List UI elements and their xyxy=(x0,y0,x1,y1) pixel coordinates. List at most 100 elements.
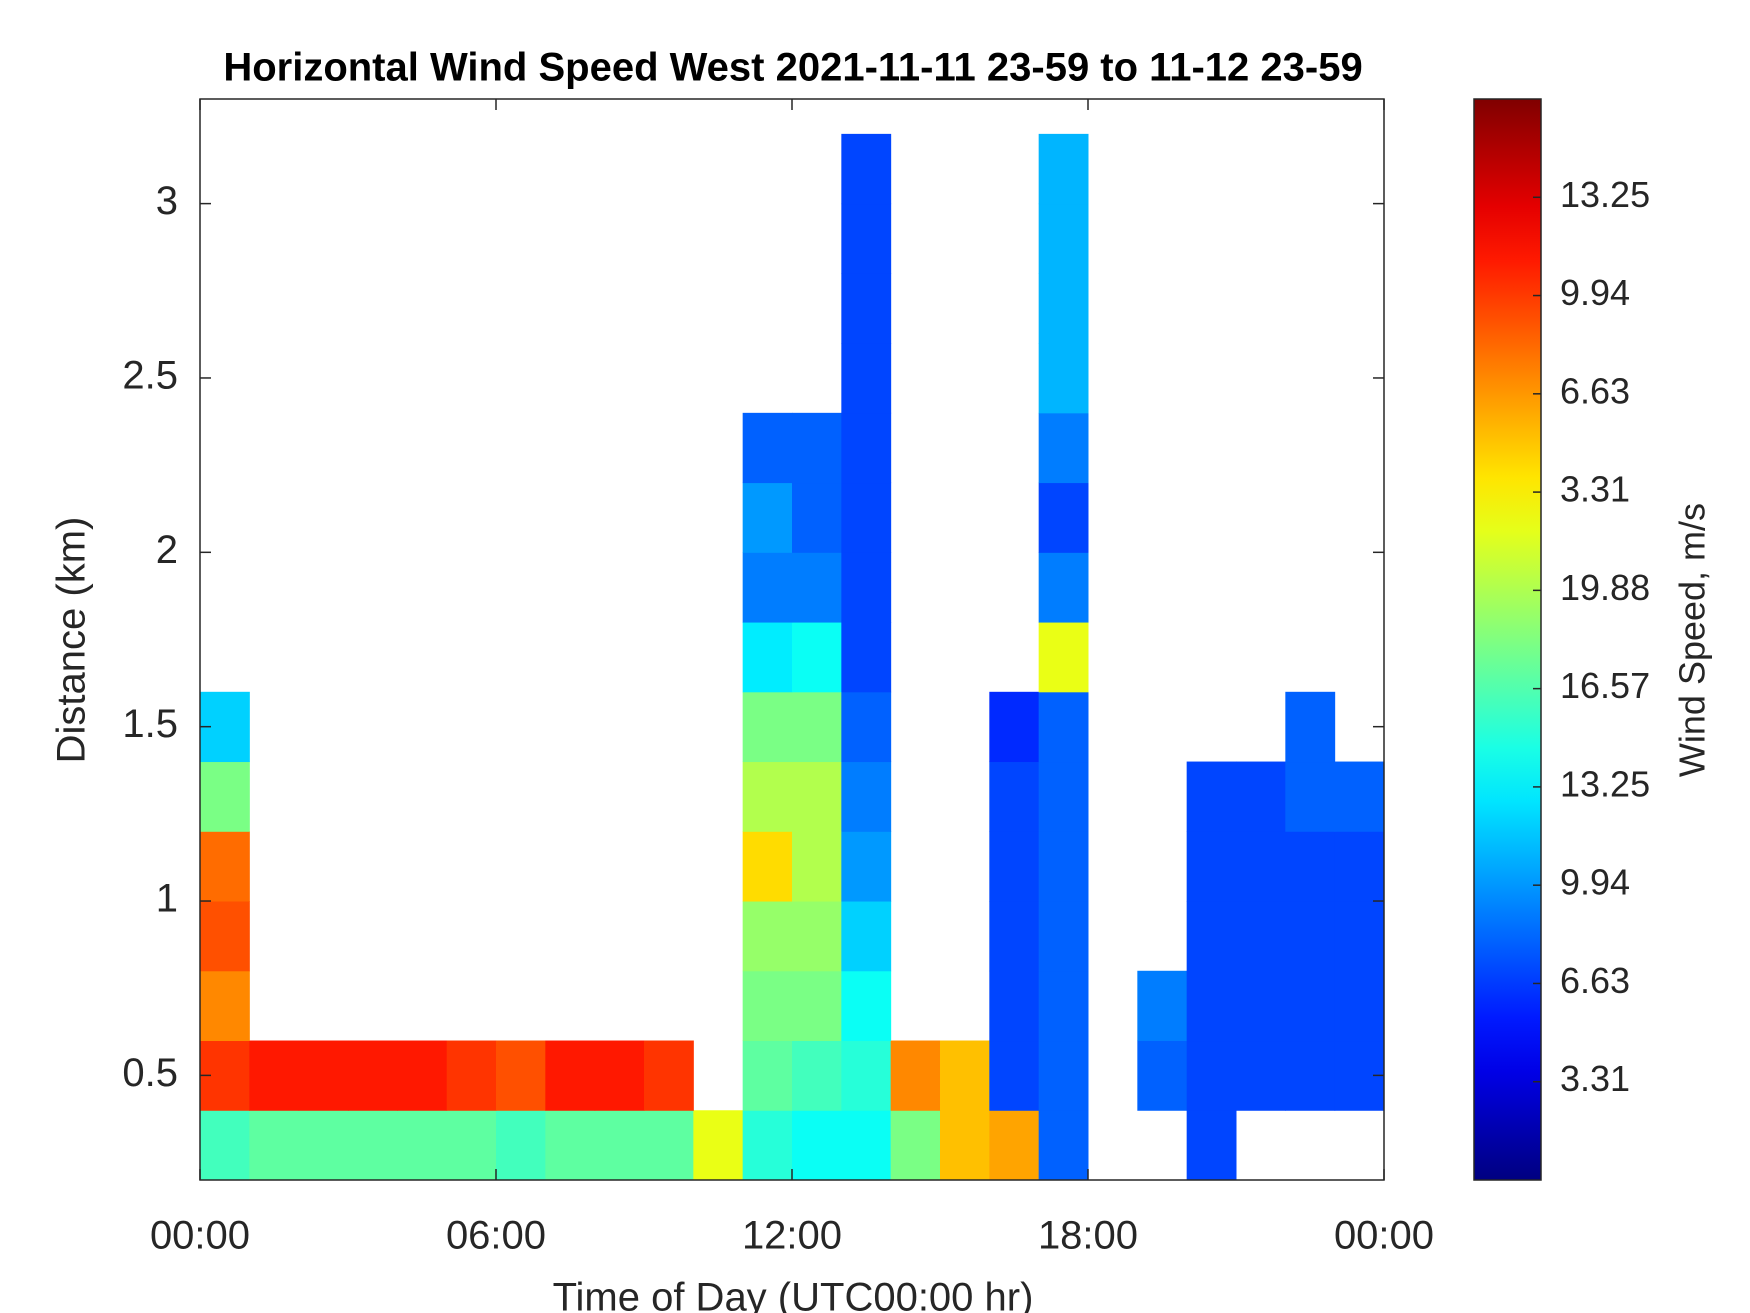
x-tick-label: 12:00 xyxy=(742,1214,842,1258)
heat-cell xyxy=(841,970,892,1042)
heat-cell xyxy=(989,901,1040,972)
x-tick-label: 00:00 xyxy=(150,1214,250,1258)
heat-cell xyxy=(1038,1110,1089,1180)
heat-cell xyxy=(841,273,892,344)
heat-cell xyxy=(200,761,250,832)
heat-cell xyxy=(1334,831,1384,902)
heat-cell xyxy=(496,1040,546,1111)
heat-cell xyxy=(1038,622,1089,693)
colorbar-tick-label: 9.94 xyxy=(1560,862,1630,903)
heat-cell xyxy=(496,1110,546,1180)
heat-cell xyxy=(1236,970,1286,1042)
heat-cell xyxy=(841,343,892,414)
heat-cell xyxy=(841,133,892,205)
heat-cell xyxy=(644,1040,694,1111)
heat-cell xyxy=(644,1110,694,1180)
heat-cell xyxy=(545,1040,596,1111)
heat-cell xyxy=(1236,831,1286,902)
y-tick-label: 1 xyxy=(156,877,178,921)
colorbar-tick-label: 19.88 xyxy=(1560,567,1650,608)
heat-cell xyxy=(742,482,793,553)
colorbar-tick-label: 6.63 xyxy=(1560,370,1630,411)
heat-cell xyxy=(1038,901,1089,972)
heat-cell xyxy=(1038,343,1089,414)
heat-cell xyxy=(841,203,892,274)
heat-cell xyxy=(1038,691,1089,763)
heatmap xyxy=(200,133,1384,1180)
heat-cell xyxy=(841,691,892,763)
heat-cell xyxy=(1038,831,1089,902)
heat-cell xyxy=(1038,970,1089,1042)
heat-cell xyxy=(792,691,842,763)
heat-cell xyxy=(742,412,793,484)
colorbar-tick-label: 6.63 xyxy=(1560,960,1630,1001)
heat-cell xyxy=(348,1040,398,1111)
colorbar-tick-label: 13.25 xyxy=(1560,763,1650,804)
heat-cell xyxy=(1285,1040,1336,1111)
heat-cell xyxy=(545,1110,596,1180)
heat-cell xyxy=(742,691,793,763)
heat-cell xyxy=(890,1040,941,1111)
heat-cell xyxy=(1334,970,1384,1042)
heat-cell xyxy=(989,691,1040,763)
heat-cell xyxy=(200,970,250,1042)
heat-cell xyxy=(1038,552,1089,623)
heat-cell xyxy=(742,552,793,623)
x-axis-label: Time of Day (UTC00:00 hr) xyxy=(553,1276,1034,1313)
heat-cell xyxy=(1038,1040,1089,1111)
heat-cell xyxy=(1285,761,1336,832)
heat-cell xyxy=(1334,761,1384,832)
heat-cell xyxy=(1285,970,1336,1042)
heat-cell xyxy=(890,1110,941,1180)
heat-cell xyxy=(1285,691,1336,763)
heat-cell xyxy=(841,552,892,623)
heat-cell xyxy=(1038,203,1089,274)
heat-cell xyxy=(298,1110,349,1180)
heat-cell xyxy=(397,1110,448,1180)
heat-cell xyxy=(594,1040,645,1111)
heat-cell xyxy=(841,761,892,832)
y-tick-label: 1.5 xyxy=(122,702,178,746)
y-tick-label: 3 xyxy=(156,179,178,223)
heat-cell xyxy=(298,1040,349,1111)
heat-cell xyxy=(742,622,793,693)
heat-cell xyxy=(1186,901,1237,972)
heat-cell xyxy=(841,831,892,902)
heat-cell xyxy=(1285,831,1336,902)
heat-cell xyxy=(1236,901,1286,972)
heat-cell xyxy=(693,1110,744,1180)
colorbar-tick-label: 13.25 xyxy=(1560,174,1650,215)
heat-cell xyxy=(348,1110,398,1180)
heat-cell xyxy=(940,1040,990,1111)
x-tick-label: 00:00 xyxy=(1334,1214,1434,1258)
heat-cell xyxy=(1186,1110,1237,1180)
heat-cell xyxy=(792,622,842,693)
heat-cell xyxy=(1236,1040,1286,1111)
heat-cell xyxy=(792,761,842,832)
heat-cell xyxy=(742,901,793,972)
heat-cell xyxy=(792,831,842,902)
x-tick-label: 18:00 xyxy=(1038,1214,1138,1258)
heat-cell xyxy=(989,970,1040,1042)
heat-cell xyxy=(742,831,793,902)
heat-cell xyxy=(742,970,793,1042)
heat-cell xyxy=(1334,901,1384,972)
heat-cell xyxy=(1186,1040,1237,1111)
heat-cell xyxy=(940,1110,990,1180)
heat-cell xyxy=(1236,761,1286,832)
chart-title: Horizontal Wind Speed West 2021-11-11 23… xyxy=(223,46,1362,90)
heat-cell xyxy=(989,761,1040,832)
heat-cell xyxy=(1285,901,1336,972)
heat-cell xyxy=(200,901,250,972)
heat-cell xyxy=(841,1110,892,1180)
heat-cell xyxy=(1038,273,1089,344)
y-tick-label: 2.5 xyxy=(122,354,178,398)
heat-cell xyxy=(1038,482,1089,553)
heat-cell xyxy=(792,552,842,623)
heat-cell xyxy=(200,831,250,902)
heat-cell xyxy=(1038,761,1089,832)
colorbar-tick-label: 9.94 xyxy=(1560,272,1630,313)
heat-cell xyxy=(1137,1040,1188,1111)
